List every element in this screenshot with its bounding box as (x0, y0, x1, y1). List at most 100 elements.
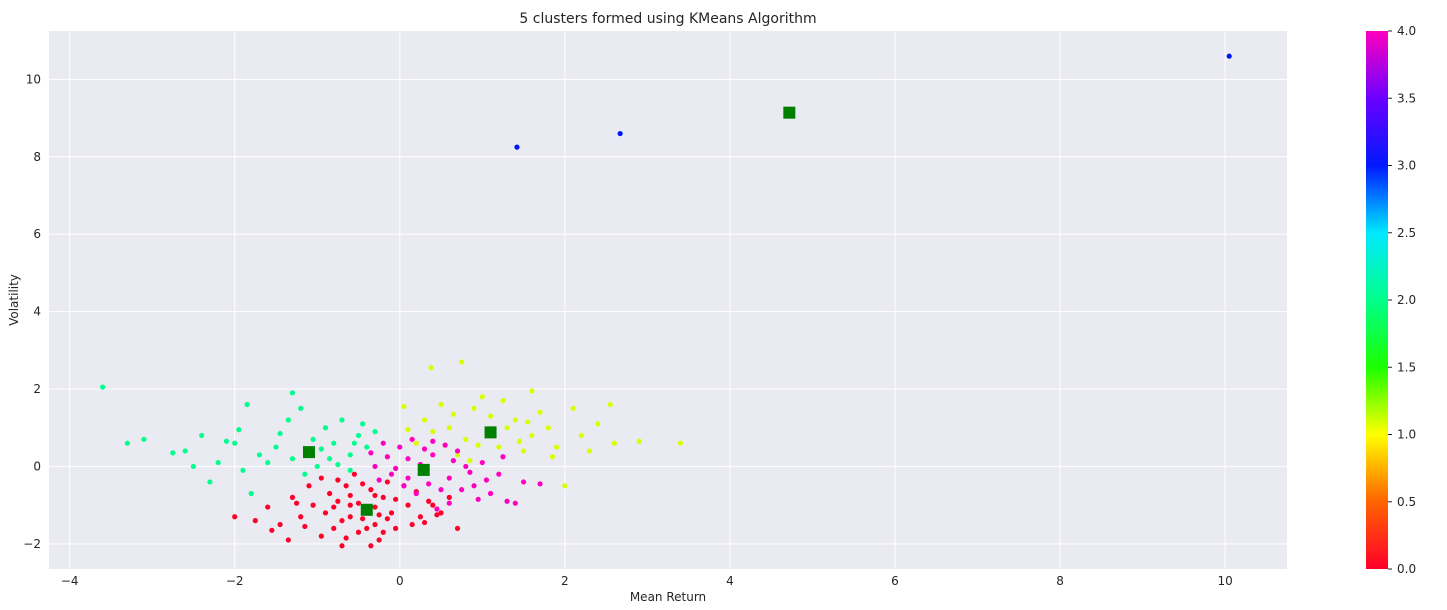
plot-background (49, 31, 1287, 569)
data-point (372, 521, 378, 528)
data-point (405, 456, 411, 462)
data-point (401, 483, 407, 489)
data-point (553, 444, 560, 450)
data-point (520, 479, 527, 485)
data-point (170, 450, 176, 456)
data-point (223, 438, 230, 444)
data-point (327, 456, 333, 462)
colorbar-tick-label: 3.0 (1397, 159, 1416, 173)
data-point (483, 477, 490, 483)
data-point (413, 490, 419, 497)
data-point (617, 130, 623, 137)
data-point (124, 440, 131, 446)
data-point (446, 425, 452, 431)
data-point (529, 432, 535, 439)
data-point (537, 409, 543, 415)
data-point (100, 384, 106, 390)
data-point (514, 144, 520, 150)
data-point (545, 425, 551, 431)
data-point (368, 543, 374, 549)
data-point (314, 463, 320, 470)
y-tick-label: 8 (33, 150, 41, 164)
data-point (339, 518, 345, 524)
data-point (347, 502, 353, 508)
data-point (335, 461, 341, 468)
data-point (360, 421, 366, 427)
data-point (376, 512, 382, 518)
colorbar-tick-label: 3.5 (1397, 91, 1416, 105)
data-point (430, 428, 436, 435)
data-point (409, 436, 415, 442)
data-point (450, 458, 457, 464)
y-tick-label: 2 (33, 382, 41, 396)
data-point (347, 467, 353, 473)
data-point (516, 438, 523, 444)
data-point (454, 525, 461, 531)
y-axis-label: Volatility (7, 274, 21, 326)
data-point (520, 448, 527, 454)
data-point (318, 475, 324, 481)
data-point (428, 365, 434, 371)
data-point (351, 471, 357, 477)
data-point (298, 514, 304, 520)
y-tick-label: 0 (33, 459, 41, 473)
data-point (393, 525, 399, 531)
data-point (454, 448, 461, 454)
x-tick-label: 0 (396, 574, 404, 588)
data-point (500, 398, 506, 404)
data-point (331, 440, 337, 446)
data-point (446, 500, 452, 506)
data-point (442, 442, 448, 448)
colorbar-tick-label: 0.0 (1397, 562, 1416, 576)
data-point (265, 504, 271, 510)
data-point (463, 463, 469, 470)
centroid-marker (484, 426, 497, 439)
data-point (339, 543, 345, 549)
data-point (636, 438, 642, 444)
x-axis-label: Mean Return (630, 590, 706, 604)
data-point (496, 471, 502, 477)
data-point (384, 454, 390, 460)
x-tick-label: 4 (726, 574, 734, 588)
data-point (471, 405, 477, 411)
data-point (310, 502, 316, 508)
grid-lines (49, 31, 1287, 569)
data-point (335, 477, 341, 483)
data-point (244, 401, 250, 408)
x-tick-label: 2 (561, 574, 569, 588)
data-point (421, 519, 428, 526)
chart-title: 5 clusters formed using KMeans Algorithm (519, 11, 816, 27)
data-point (401, 403, 407, 410)
data-point (372, 463, 378, 470)
data-point (607, 401, 613, 408)
data-point (454, 452, 461, 458)
data-point (355, 432, 362, 439)
x-tick-label: 6 (891, 574, 899, 588)
data-point (318, 446, 324, 452)
data-point (339, 417, 345, 423)
data-point (405, 475, 411, 481)
data-point (384, 516, 390, 522)
data-point (289, 456, 296, 462)
data-point (487, 490, 494, 497)
data-point (438, 487, 444, 493)
data-point (232, 514, 238, 520)
data-point (376, 537, 382, 543)
data-point (434, 506, 440, 512)
data-point (525, 419, 531, 425)
data-point (322, 510, 329, 516)
x-tick-label: −4 (61, 574, 79, 588)
data-point (504, 425, 510, 431)
data-point (355, 529, 362, 535)
data-point (463, 436, 469, 442)
data-point (446, 475, 452, 481)
data-point (215, 459, 221, 466)
data-point (368, 450, 374, 456)
data-point (430, 452, 436, 458)
data-point (343, 535, 349, 541)
data-point (421, 417, 428, 423)
x-tick-label: −2 (226, 574, 244, 588)
data-point (294, 500, 300, 506)
data-point (306, 483, 312, 489)
